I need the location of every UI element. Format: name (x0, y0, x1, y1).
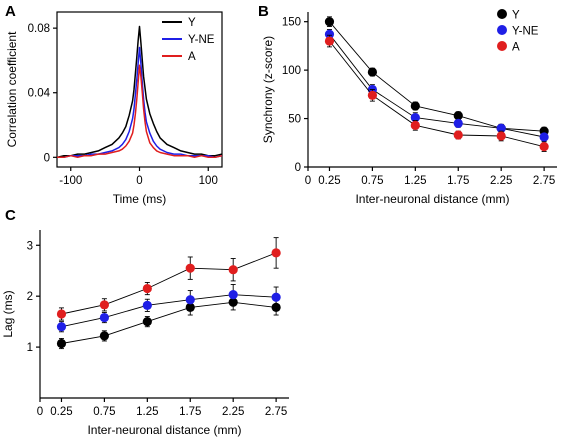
x-axis-title: Inter-neuronal distance (mm) (355, 192, 509, 206)
y-tick-label: 1 (27, 342, 33, 354)
x-tick-label: 0 (136, 175, 142, 187)
series-y-ne (56, 284, 281, 333)
series-line-y-ne (57, 46, 223, 159)
data-point (410, 101, 420, 111)
y-tick-label: 3 (27, 240, 33, 252)
data-point (185, 263, 195, 273)
panel-letter: C (5, 207, 16, 224)
panel-b: B 0 0.25 0.75 1.25 1.75 2.25 2.75 0 50 100 150 Inter… (258, 3, 557, 206)
y-axis-title: Lag (ms) (1, 290, 15, 337)
x-tick-label: 2.25 (490, 175, 512, 187)
data-point (367, 67, 377, 77)
y-tick-label: 50 (288, 114, 301, 126)
data-point (99, 312, 109, 323)
y-tick-label: 0 (295, 162, 301, 174)
x-tick-label: 1.25 (136, 406, 158, 418)
series-connector (329, 40, 545, 148)
legend-label: Y-NE (512, 26, 539, 38)
data-point (99, 300, 109, 310)
series-line-a (57, 64, 223, 159)
data-point (142, 317, 152, 327)
legend-label: A (188, 51, 196, 63)
legend-label: A (512, 42, 520, 54)
data-point (453, 111, 463, 121)
legend-label: Y (188, 17, 196, 29)
x-tick-label: 2.75 (533, 175, 555, 187)
series-connector (61, 294, 277, 328)
legend-marker (497, 41, 507, 51)
data-point (539, 142, 549, 152)
data-point (367, 90, 377, 100)
x-tick-label: 0.25 (50, 406, 72, 418)
data-point (324, 36, 335, 46)
legend-marker (497, 25, 507, 35)
x-tick-label: 0.75 (93, 406, 115, 418)
data-point (228, 290, 238, 300)
y-tick-label: 0.08 (28, 23, 50, 35)
panel-a: A -100 0 100 0 0.04 0.08 Time (ms) Correlation c… (5, 3, 223, 206)
data-point (324, 17, 335, 27)
series-connector (61, 252, 277, 315)
data-point (453, 118, 463, 129)
legend-label: Y-NE (188, 34, 215, 46)
y-axis-title: Correlation coefficient (5, 31, 19, 148)
x-tick-label: 0 (305, 175, 311, 187)
x-tick-label: 1.25 (404, 175, 426, 187)
legend-label: Y (512, 10, 520, 22)
data-point (271, 292, 281, 302)
panel-letter: A (5, 3, 16, 20)
series-connector (329, 34, 545, 138)
legend-marker (497, 9, 507, 19)
data-point (228, 265, 238, 275)
data-point (56, 338, 67, 349)
x-tick-label: 0.75 (361, 175, 383, 187)
x-tick-label: -100 (59, 175, 82, 187)
y-tick-label: 150 (282, 17, 301, 29)
data-point (496, 131, 506, 141)
x-tick-label: 1.75 (179, 406, 201, 418)
data-point (453, 130, 463, 140)
series-a (324, 34, 549, 152)
series-a (56, 237, 281, 321)
data-point (324, 29, 335, 39)
data-point (496, 123, 506, 133)
data-point (410, 112, 420, 123)
x-tick-label: 0 (37, 406, 43, 418)
x-axis-title: Inter-neuronal distance (mm) (87, 423, 241, 437)
y-tick-label: 0.04 (28, 88, 51, 100)
y-tick-label: 0 (44, 152, 50, 164)
y-tick-label: 2 (27, 291, 33, 303)
x-tick-label: 0.25 (318, 175, 340, 187)
x-axis-title: Time (ms) (113, 192, 167, 206)
series-line-y (56, 25, 223, 159)
data-point (539, 132, 549, 142)
x-tick-label: 100 (199, 175, 218, 187)
data-point (99, 331, 109, 341)
x-tick-label: 1.75 (447, 175, 469, 187)
data-point (142, 300, 152, 310)
series-connector (329, 21, 545, 132)
x-tick-label: 2.25 (222, 406, 244, 418)
panel-c: C 0 0.25 0.75 1.25 1.75 2.25 2.75 1 2 3 Inter-neuro… (1, 207, 289, 437)
data-point (56, 309, 67, 319)
panel-letter: B (258, 3, 269, 20)
data-point (271, 248, 281, 258)
data-point (56, 322, 67, 332)
series-connector (61, 301, 277, 344)
data-point (410, 120, 420, 130)
data-point (185, 295, 195, 305)
y-axis-title: Synchrony (z-score) (261, 36, 275, 143)
x-tick-label: 2.75 (265, 406, 287, 418)
data-point (142, 283, 152, 294)
y-tick-label: 100 (282, 65, 301, 77)
